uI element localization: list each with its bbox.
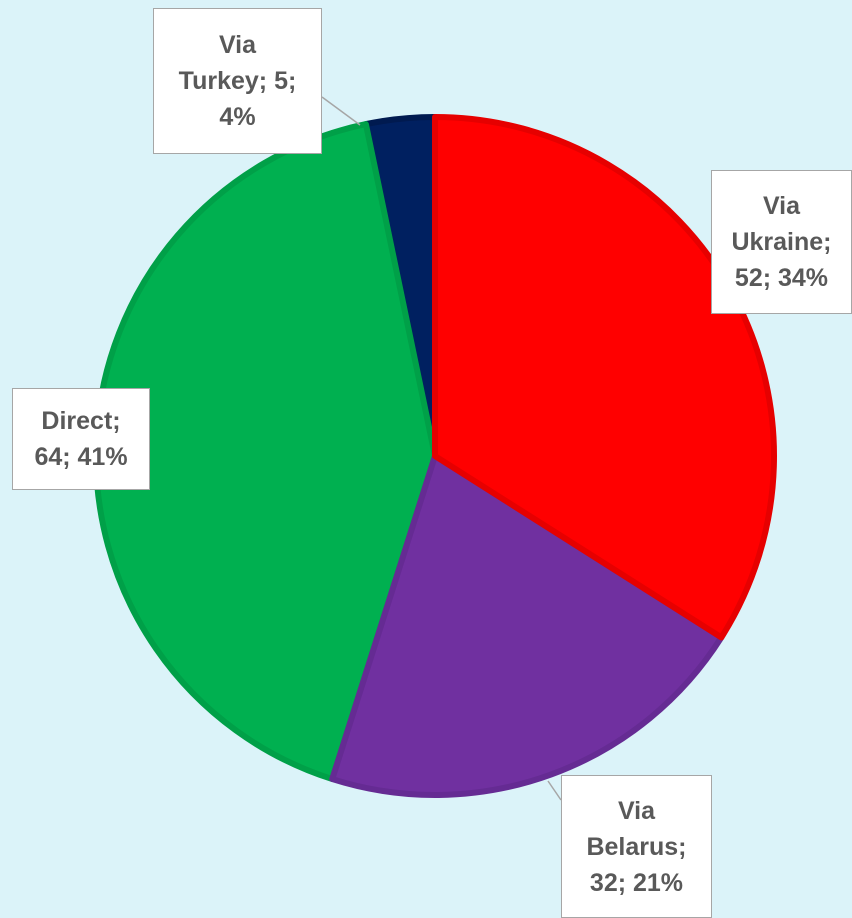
data-label: Via Ukraine; 52; 34% [711,170,852,314]
data-label: Via Turkey; 5; 4% [153,8,322,154]
data-label: Direct; 64; 41% [12,388,150,490]
data-label: Via Belarus; 32; 21% [561,775,712,918]
pie-slice [329,453,725,798]
leader-line [321,96,361,126]
leader-line [547,780,562,801]
